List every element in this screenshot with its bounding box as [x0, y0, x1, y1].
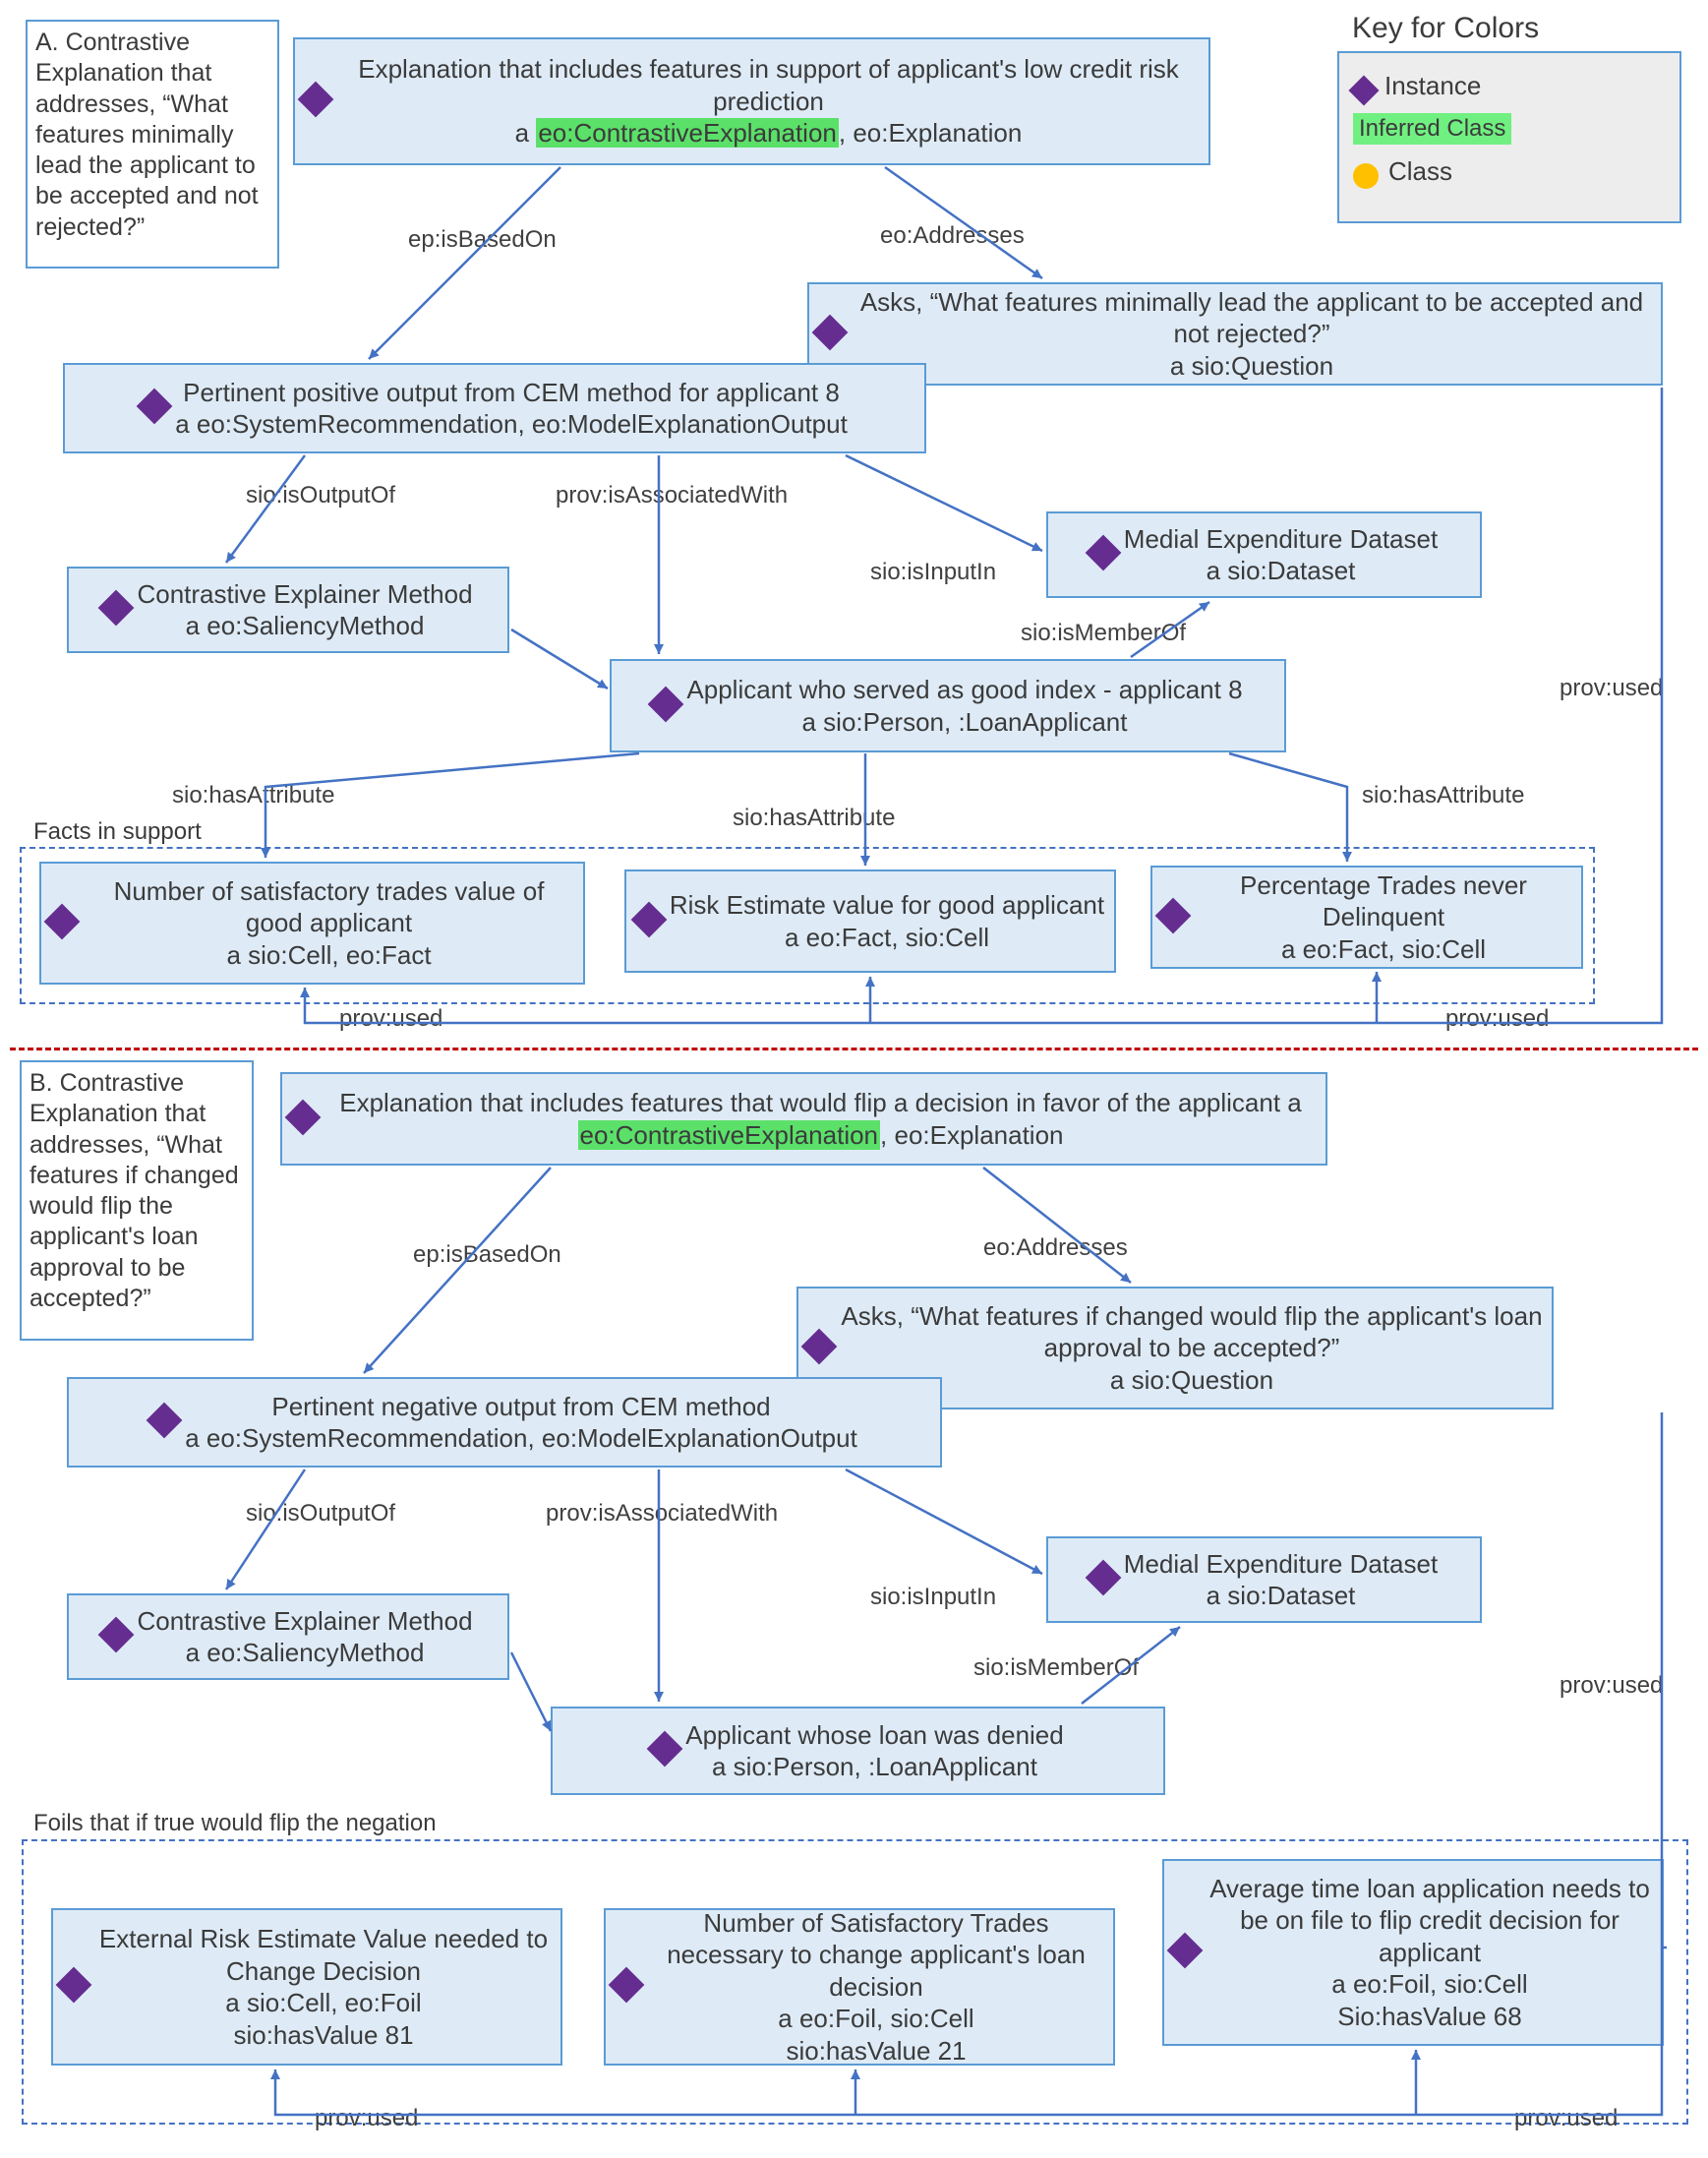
- node-a-explanation: Explanation that includes features in su…: [293, 37, 1210, 165]
- legend-box: Instance Inferred Class Class: [1337, 51, 1681, 223]
- node-b-foil3: Average time loan application needs to b…: [1162, 1859, 1664, 2046]
- instance-icon: [285, 1099, 322, 1135]
- instance-icon: [1155, 897, 1192, 933]
- instance-icon: [609, 1967, 645, 2004]
- instance-icon: [1085, 535, 1121, 571]
- instance-icon: [630, 901, 667, 937]
- node-b-applicant: Applicant whose loan was denieda sio:Per…: [551, 1707, 1165, 1795]
- node-a-dataset: Medial Expenditure Dataseta sio:Dataset: [1046, 511, 1482, 598]
- instance-icon: [147, 1403, 183, 1439]
- edge-label: ep:isBasedOn: [408, 226, 557, 254]
- node-a-applicant: Applicant who served as good index - app…: [610, 659, 1286, 752]
- instance-icon: [44, 903, 81, 939]
- instance-icon: [137, 389, 173, 425]
- edge-label: sio:hasAttribute: [733, 805, 895, 832]
- instance-icon: [647, 1731, 683, 1768]
- edge-label: prov:used: [1445, 1005, 1549, 1033]
- instance-icon: [56, 1967, 92, 2004]
- edge-label: sio:isInputIn: [870, 1584, 996, 1611]
- edge-label: prov:isAssociatedWith: [546, 1500, 778, 1528]
- caption-a: A. Contrastive Explanation that addresse…: [26, 20, 279, 269]
- instance-icon: [648, 686, 684, 722]
- edge-label: prov:isAssociatedWith: [556, 482, 788, 510]
- node-b-dataset: Medial Expenditure Dataseta sio:Dataset: [1046, 1536, 1482, 1623]
- legend-title: Key for Colors: [1352, 12, 1539, 45]
- node-a-fact3: Percentage Trades never Delinquenta eo:F…: [1150, 866, 1583, 969]
- edge-label: sio:isMemberOf: [973, 1654, 1139, 1682]
- edge-label: prov:used: [315, 2105, 418, 2132]
- legend-inferred-swatch: Inferred Class: [1353, 113, 1511, 145]
- node-b-explainer: Contrastive Explainer Methoda eo:Salienc…: [67, 1593, 509, 1680]
- edge-label: prov:used: [1514, 2105, 1618, 2132]
- caption-b: B. Contrastive Explanation that addresse…: [20, 1060, 254, 1341]
- legend-instance-label: Instance: [1384, 71, 1481, 100]
- edge-label: prov:used: [1560, 675, 1663, 702]
- instance-icon: [298, 82, 334, 118]
- legend-class-label: Class: [1388, 156, 1452, 186]
- edge-label: sio:hasAttribute: [172, 782, 334, 809]
- node-a-explainer: Contrastive Explainer Methoda eo:Salienc…: [67, 567, 509, 653]
- edge-label: eo:Addresses: [880, 222, 1025, 250]
- node-b-explanation: Explanation that includes features that …: [280, 1072, 1327, 1166]
- instance-icon: [1085, 1560, 1121, 1596]
- legend-class-icon: [1353, 163, 1379, 189]
- node-a-fact1: Number of satisfactory trades value of g…: [39, 862, 585, 985]
- instance-icon: [801, 1328, 838, 1364]
- node-a-fact2: Risk Estimate value for good applicanta …: [624, 869, 1116, 973]
- group-foils-label: Foils that if true would flip the negati…: [33, 1810, 437, 1837]
- instance-icon: [812, 314, 849, 350]
- node-b-foil2: Number of Satisfactory Trades necessary …: [604, 1908, 1115, 2066]
- edge-label: eo:Addresses: [983, 1234, 1128, 1262]
- edge-label: sio:isInputIn: [870, 559, 996, 586]
- node-b-foil1: External Risk Estimate Value needed to C…: [51, 1908, 562, 2066]
- instance-icon: [98, 1617, 135, 1653]
- edge-label: sio:isOutputOf: [246, 1500, 395, 1528]
- instance-icon: [1167, 1933, 1204, 1969]
- edge-label: sio:isOutputOf: [246, 482, 395, 510]
- node-a-question: Asks, “What features minimally lead the …: [807, 282, 1663, 386]
- group-facts-label: Facts in support: [33, 818, 202, 846]
- node-b-cem-output: Pertinent negative output from CEM metho…: [67, 1377, 942, 1468]
- divider: [10, 1048, 1698, 1050]
- edge-label: sio:hasAttribute: [1362, 782, 1524, 809]
- edge-label: prov:used: [1560, 1672, 1663, 1700]
- node-a-cem-output: Pertinent positive output from CEM metho…: [63, 363, 926, 453]
- edge-label: ep:isBasedOn: [413, 1241, 561, 1269]
- edge-label: prov:used: [339, 1005, 442, 1033]
- instance-icon: [98, 590, 135, 627]
- edge-label: sio:isMemberOf: [1021, 620, 1186, 647]
- legend-instance-icon: [1348, 75, 1379, 105]
